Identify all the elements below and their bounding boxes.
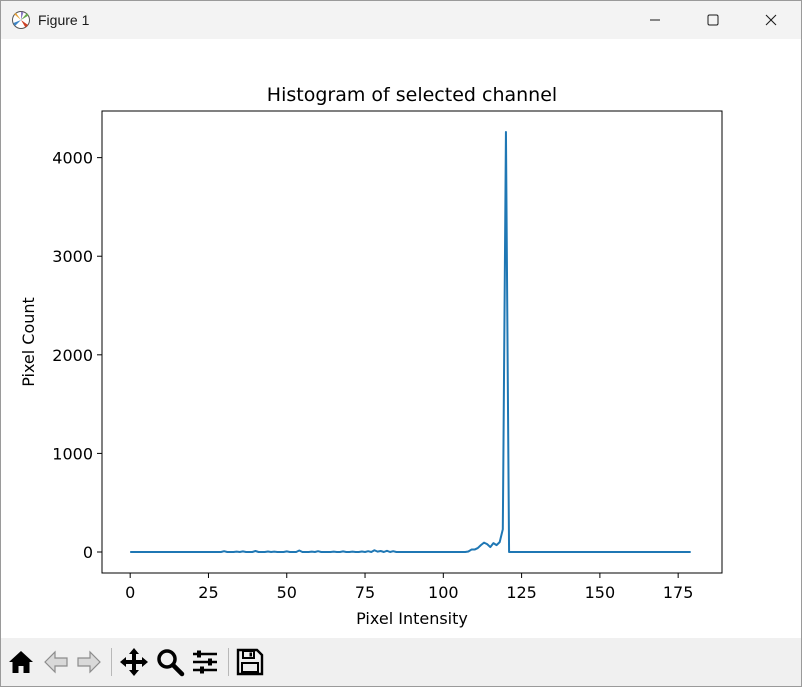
chart-title: Histogram of selected channel bbox=[267, 84, 557, 106]
maximize-button[interactable] bbox=[684, 1, 742, 39]
minimize-icon bbox=[650, 19, 660, 21]
configure-subplots-button[interactable] bbox=[190, 647, 220, 677]
zoom-button[interactable] bbox=[155, 647, 185, 677]
navigation-toolbar bbox=[1, 638, 801, 686]
y-tick-label: 4000 bbox=[52, 149, 93, 168]
x-tick-label: 150 bbox=[585, 583, 616, 602]
y-tick-label: 1000 bbox=[52, 444, 93, 463]
x-tick-label: 75 bbox=[355, 583, 375, 602]
x-tick-label: 175 bbox=[663, 583, 694, 602]
histogram-line bbox=[130, 131, 691, 553]
chart[interactable]: Histogram of selected channel 0 25 50 75 100… bbox=[1, 39, 801, 637]
home-button[interactable] bbox=[6, 647, 36, 677]
y-tick-label: 0 bbox=[83, 543, 93, 562]
pan-button[interactable] bbox=[119, 647, 149, 677]
configure-subplots-icon bbox=[193, 650, 217, 674]
matplotlib-icon bbox=[11, 10, 31, 30]
y-axis-label: Pixel Count bbox=[19, 297, 38, 387]
window-title: Figure 1 bbox=[38, 12, 90, 28]
x-tick-label: 50 bbox=[277, 583, 297, 602]
close-icon bbox=[765, 14, 777, 26]
axes-frame bbox=[101, 110, 723, 574]
zoom-icon bbox=[157, 649, 185, 677]
maximize-icon bbox=[707, 14, 719, 26]
save-icon bbox=[236, 648, 264, 676]
y-tick-label: 3000 bbox=[52, 247, 93, 266]
x-tick-label: 25 bbox=[198, 583, 218, 602]
toolbar-separator bbox=[228, 648, 229, 676]
back-arrow-icon bbox=[44, 650, 68, 674]
title-bar[interactable]: Figure 1 bbox=[1, 1, 801, 39]
x-axis: 0 25 50 75 100 125 150 175 bbox=[125, 573, 693, 602]
forward-button[interactable] bbox=[74, 647, 104, 677]
minimize-button[interactable] bbox=[626, 1, 684, 39]
figure-canvas[interactable]: Histogram of selected channel 0 25 50 75 100… bbox=[1, 39, 801, 637]
close-button[interactable] bbox=[742, 1, 800, 39]
y-axis: 0 1000 2000 3000 4000 bbox=[52, 149, 102, 562]
back-button[interactable] bbox=[41, 647, 71, 677]
x-tick-label: 0 bbox=[125, 583, 135, 602]
save-button[interactable] bbox=[235, 647, 265, 677]
y-tick-label: 2000 bbox=[52, 346, 93, 365]
forward-arrow-icon bbox=[77, 650, 101, 674]
x-tick-label: 100 bbox=[428, 583, 459, 602]
toolbar-separator bbox=[111, 648, 112, 676]
x-axis-label: Pixel Intensity bbox=[356, 609, 468, 628]
home-icon bbox=[9, 651, 33, 673]
pan-icon bbox=[120, 648, 148, 676]
x-tick-label: 125 bbox=[506, 583, 537, 602]
